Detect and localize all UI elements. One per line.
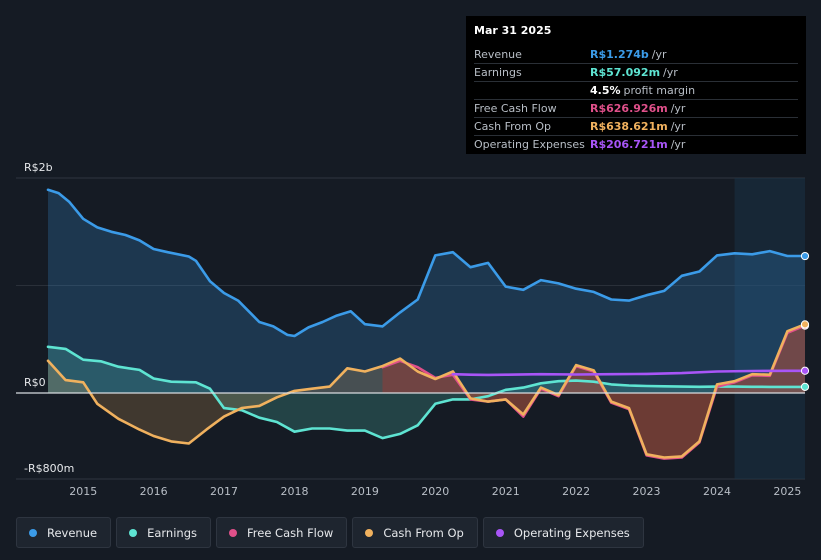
series-line-revenue	[46, 188, 807, 338]
tooltip-row: 4.5% profit margin	[474, 81, 798, 99]
series-line-operating-expenses	[451, 369, 807, 377]
tooltip-row: Free Cash Flow R$626.926m/yr	[474, 99, 798, 117]
legend-dot-icon	[229, 528, 237, 537]
series-fill-revenue	[48, 189, 805, 393]
x-tick-label: 2016	[140, 485, 168, 498]
legend-item-operating-expenses[interactable]: Operating Expenses	[482, 517, 644, 548]
legend-item-free-cash-flow[interactable]: Free Cash Flow	[216, 517, 348, 548]
legend-label: Revenue	[47, 525, 98, 540]
y-tick-label: R$0	[24, 376, 46, 389]
tooltip-row-label	[474, 82, 590, 99]
tooltip-row-unit: profit margin	[623, 84, 696, 97]
series-end-point-revenue	[800, 251, 810, 261]
series-fill-cash-from-op	[48, 324, 805, 458]
tooltip-row-unit: /yr	[670, 102, 686, 115]
legend-label: Operating Expenses	[513, 525, 630, 540]
legend-item-cash-from-op[interactable]: Cash From Op	[352, 517, 478, 548]
tooltip-row-value: R$638.621m	[590, 120, 668, 133]
tooltip-row-label: Free Cash Flow	[474, 102, 557, 115]
tooltip-date: Mar 31 2025	[474, 24, 552, 37]
x-tick-label: 2022	[562, 485, 590, 498]
x-tick-label: 2019	[351, 485, 379, 498]
x-tick-label: 2018	[280, 485, 308, 498]
tooltip-row: Earnings R$57.092m/yr	[474, 63, 798, 81]
y-tick-label: R$2b	[24, 161, 53, 174]
series-fill-free-cash-flow	[382, 325, 805, 459]
tooltip-row-value: R$206.721m	[590, 138, 668, 151]
tooltip-row: Revenue R$1.274b/yr	[474, 46, 798, 63]
legend-label: Cash From Op	[383, 525, 464, 540]
legend-label: Earnings	[147, 525, 197, 540]
tooltip-row-value: 4.5%	[590, 84, 621, 97]
y-tick-label: -R$800m	[24, 462, 74, 475]
tooltip-row-value: R$1.274b	[590, 48, 649, 61]
legend-item-earnings[interactable]: Earnings	[116, 517, 211, 548]
x-tick-label: 2015	[69, 485, 97, 498]
tooltip-row-label: Earnings	[474, 66, 522, 79]
tooltip: Mar 31 2025 Revenue R$1.274b/yr Earnings R$…	[466, 16, 806, 154]
legend-dot-icon	[29, 528, 37, 537]
legend: Revenue Earnings Free Cash Flow Cash From O…	[16, 517, 644, 548]
tooltip-row-value: R$57.092m	[590, 66, 661, 79]
legend-dot-icon	[129, 528, 138, 537]
legend-item-revenue[interactable]: Revenue	[16, 517, 112, 548]
series-end-point-operating-expenses	[800, 366, 810, 375]
tooltip-row-unit: /yr	[651, 48, 667, 61]
tooltip-row-label: Cash From Op	[474, 120, 552, 133]
x-tick-label: 2024	[703, 485, 731, 498]
tooltip-row-unit: /yr	[663, 66, 678, 79]
series-line-earnings	[46, 345, 807, 440]
tooltip-row-label: Revenue	[474, 48, 522, 61]
tooltip-row-unit: /yr	[670, 120, 686, 133]
legend-dot-icon	[365, 528, 374, 537]
series-end-point-cash-from-op	[800, 320, 810, 329]
x-tick-label: 2020	[421, 485, 449, 498]
x-tick-label: 2021	[492, 485, 520, 498]
tooltip-row-label: Operating Expenses	[474, 138, 585, 151]
legend-dot-icon	[495, 528, 504, 537]
x-tick-label: 2023	[633, 485, 661, 498]
series-end-point-earnings	[800, 382, 810, 391]
tooltip-row: Operating Expenses R$206.721m/yr	[474, 135, 798, 153]
x-tick-label: 2017	[210, 485, 238, 498]
chart: R$2b R$0 -R$800m 2015 2016 2017 2018 2019 2020 20…	[16, 161, 810, 498]
legend-label: Free Cash Flow	[247, 525, 334, 540]
tooltip-row-value: R$626.926m	[590, 102, 668, 115]
tooltip-row-unit: /yr	[670, 138, 686, 151]
x-tick-label: 2025	[773, 485, 801, 498]
tooltip-row: Cash From Op R$638.621m/yr	[474, 117, 798, 135]
series-line-cash-from-op	[46, 323, 807, 459]
